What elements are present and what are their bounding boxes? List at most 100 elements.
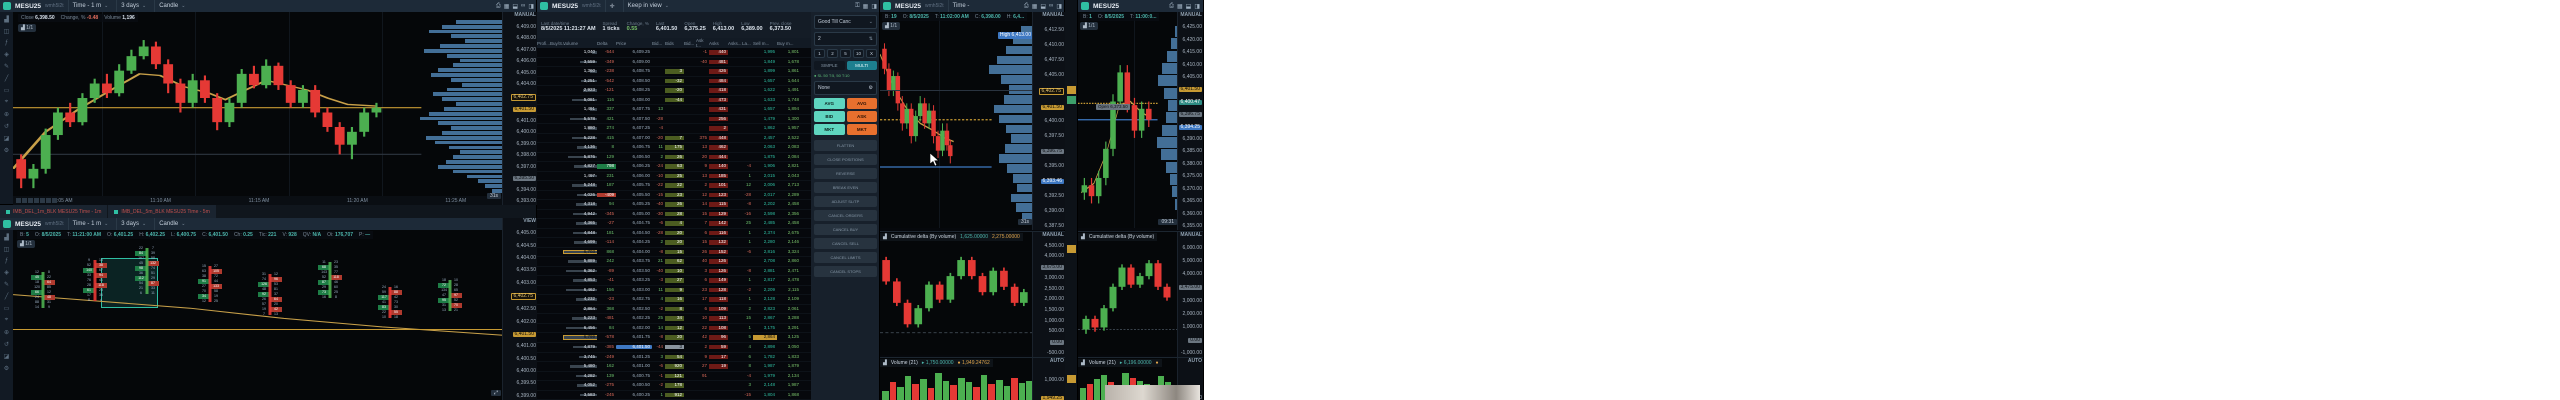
dom-row[interactable]: 4,026 -409 6,405.50 -15 23 12 123 -28 2,017 2,289: [537, 191, 817, 201]
save-icon[interactable]: ⬓: [1040, 3, 1047, 10]
flatten-button[interactable]: FLATTEN: [814, 140, 877, 151]
indicator-icon[interactable]: ƒ: [4, 258, 9, 264]
sell-avg-button[interactable]: AVG: [846, 98, 877, 109]
pencil-icon[interactable]: ✎: [3, 64, 10, 70]
panel-divider[interactable]: [1064, 0, 1079, 400]
dom-row[interactable]: 3,251 -542 6,408.50 -32 484 1,657 1,644: [537, 77, 817, 87]
sell-ask-button[interactable]: ASK: [846, 111, 877, 122]
layout-icon[interactable]: ▦: [1176, 3, 1183, 10]
quick-qty-button[interactable]: X: [866, 49, 877, 58]
chart1-scroll-handles[interactable]: [16, 198, 57, 203]
dom-row[interactable]: 5,876 129 6,406.50 2 26 20 444 1,875 2,084: [537, 153, 817, 163]
chart-type-icon[interactable]: ▟: [4, 235, 9, 241]
cancel-orders-button[interactable]: CANCEL ORDERS: [814, 210, 877, 221]
dom-row[interactable]: 6,362 -89 6,403.50 -40 10 3 126 -8 2,881 2,471: [537, 267, 817, 277]
rect-icon[interactable]: ▭: [3, 306, 10, 312]
chart3-symbol[interactable]: MESU25: [895, 2, 922, 10]
dom-row[interactable]: 6,456 84 6,402.00 14 12 22 108 1 3,175 3,291: [537, 324, 817, 334]
chart1-range-dropdown[interactable]: 3 days ⌄: [116, 0, 150, 12]
close-positions-button[interactable]: CLOSE POSITIONS: [814, 154, 877, 165]
chart3-plot[interactable]: B: 19 O: 8/5/2025 T: 11:02:00 AM C: 6,398.0…: [880, 12, 1035, 228]
chart4-delta-axis[interactable]: MANUAL 6,000.00 5,000.00 4,000.00 3,475.00 3,…: [1177, 232, 1203, 357]
tif-dropdown[interactable]: Good Till Canc ⌄: [814, 15, 877, 29]
sidebar-icon[interactable]: ◨: [528, 3, 534, 10]
chart-tab[interactable]: IMB_DEL_5m_BLK MESU25 Time - 5m: [108, 205, 216, 218]
crosshair-icon[interactable]: ⌖: [4, 317, 9, 323]
chart3-delta-pane[interactable]: ▟ Cumulative delta (By volume) 1,625.000…: [880, 232, 1035, 355]
cancel-limits-button[interactable]: CANCEL LIMITS: [814, 252, 877, 263]
chart4-symbol[interactable]: MESU25: [1093, 2, 1120, 10]
reverse-button[interactable]: REVERSE: [814, 168, 877, 179]
dom-ladder[interactable]: 1,040 -544 6,409.25 -1 440 1,995 1,801 3,559 -34…: [537, 48, 817, 400]
dom-row[interactable]: 6,703 868 6,404.00 -8 15 26 152 -6 2,816 3,324: [537, 248, 817, 258]
dom-row[interactable]: 4,318 94 6,405.25 -40 26 14 115 -8 2,202 2,458: [537, 200, 817, 210]
dom-row[interactable]: 1,491 337 6,407.75 13 431 1,657 1,894: [537, 105, 817, 115]
dom-row[interactable]: 5,228 415 6,407.00 -20 7 375 448 2,457 2,522: [537, 134, 817, 144]
chart2-symbol[interactable]: MESU25: [15, 220, 42, 228]
dom-row[interactable]: 4,848 181 6,404.50 -28 20 6 116 1 2,374 2,675: [537, 229, 817, 239]
buy-mkt-button[interactable]: MKT: [814, 124, 845, 135]
dom-row[interactable]: 3,745 -249 6,401.25 3 54 9 17 6 1,782 1,833: [537, 353, 817, 363]
magnet-icon[interactable]: ⊕: [3, 330, 10, 336]
dom-row[interactable]: 4,827 798 6,406.25 -24 63 9 140 -4 1,906 2,821: [537, 162, 817, 172]
dom-row[interactable]: 4,052 -275 6,400.50 -2 178 3 2,148 1,987: [537, 381, 817, 391]
dom-row[interactable]: 5,223 -481 6,402.25 25 34 10 113 15 2,867 3,288: [537, 314, 817, 324]
dom-row[interactable]: 1,040 -544 6,409.25 -1 440 1,995 1,801: [537, 48, 817, 58]
quick-qty-button[interactable]: 5: [840, 49, 851, 58]
crosshair-icon[interactable]: ⌖: [4, 99, 9, 105]
mode-multi[interactable]: MULTI: [846, 61, 877, 70]
components-icon[interactable]: ◫: [3, 29, 10, 35]
mode-simple[interactable]: SIMPLE: [814, 61, 845, 70]
undo-icon[interactable]: ↺: [3, 342, 10, 348]
chart1-style-dropdown[interactable]: Candle ⌄: [154, 0, 189, 12]
dom-row[interactable]: 5,889 242 6,403.75 21 62 40 126 2,708 2,860: [537, 257, 817, 267]
dom-row[interactable]: 3,559 -349 6,409.00 -40 481 1,849 1,678: [537, 58, 817, 68]
chart3-price-axis[interactable]: MANUAL 6,412.50 6,410.00 6,407.50 6,405.00 6,…: [1032, 12, 1065, 230]
layout-icon[interactable]: ▦: [862, 3, 869, 10]
undo-icon[interactable]: ↺: [3, 124, 10, 130]
chart2-plot[interactable]: B: 5 O: 8/5/2025 T: 11:21:00 AM O: 6,401.25…: [13, 230, 505, 400]
link-icon[interactable]: ∞: [521, 2, 526, 9]
save-icon[interactable]: ⬓: [1185, 3, 1192, 10]
magnet-icon[interactable]: ⊕: [3, 112, 10, 118]
chart3-pane-badge[interactable]: ▟ 1/1: [882, 22, 901, 30]
dom-row[interactable]: 5,578 421 6,407.50 -28 256 1,479 1,300: [537, 115, 817, 125]
chart1-timeframe-dropdown[interactable]: Time - 1 m ⌄: [67, 0, 113, 12]
chart1-pane-badge[interactable]: ▟ 1/1: [18, 24, 37, 32]
chart4-delta-pane[interactable]: ▟ Cumulative delta (By volume): [1078, 232, 1180, 355]
print-icon[interactable]: ⎙: [1023, 2, 1029, 9]
indicator-icon[interactable]: ƒ: [4, 40, 9, 46]
chart4-price-axis[interactable]: MANUAL 6,425.00 6,420.00 6,415.00 6,410.00 6,…: [1177, 12, 1203, 230]
chart2-pane-badge[interactable]: ▟ 1/1: [17, 240, 36, 248]
layout-icon[interactable]: ▦: [1031, 3, 1038, 10]
dom-row[interactable]: 4,879 -385 6,401.50 -44 3 2 59 4 2,898 3,050: [537, 343, 817, 353]
dom-row[interactable]: 4,136 8 6,406.75 11 175 13 462 2,063 2,083: [537, 143, 817, 153]
dom-row[interactable]: 2,923 -121 6,408.25 -20 418 1,622 1,491: [537, 86, 817, 96]
cancel-buy-button[interactable]: CANCEL BUY: [814, 224, 877, 235]
chart1-symbol[interactable]: MESU25: [15, 2, 42, 10]
pencil-icon[interactable]: ✎: [3, 282, 10, 288]
buy-bid-button[interactable]: BID: [814, 111, 845, 122]
chart2-range-dropdown[interactable]: 3 days ⌄: [116, 218, 150, 230]
chart3-volume-pane[interactable]: ▟ Volume (21) ▸ 1,750.00000 ● 1,949.2476…: [880, 358, 1035, 400]
dom-row[interactable]: 1,497 231 6,406.00 -10 25 13 185 1 2,015 2,043: [537, 172, 817, 182]
quick-qty-button[interactable]: 1: [814, 49, 825, 58]
eraser-icon[interactable]: ◪: [3, 354, 10, 360]
sell-mkt-button[interactable]: MKT: [846, 124, 877, 135]
break-even-button[interactable]: BREAK EVEN: [814, 182, 877, 193]
dom-row[interactable]: 4,942 -345 6,405.00 -30 28 15 129 -16 2,598 2,356: [537, 210, 817, 220]
dom-row[interactable]: 4,232 -23 6,402.75 4 16 17 118 1 2,128 2,109: [537, 295, 817, 305]
lock-icon[interactable]: ⚿: [855, 2, 860, 9]
dom-keep-in-view-dropdown[interactable]: Keep in view ⌄: [622, 0, 673, 12]
settings-icon[interactable]: ⚙: [3, 148, 10, 154]
dom-row[interactable]: 4,699 -114 6,404.25 2 20 15 132 1 2,280 2,146: [537, 238, 817, 248]
dom-row[interactable]: 4,365 -27 6,404.75 -6 4 7 142 25 2,485 2,458: [537, 219, 817, 229]
sidebar-icon[interactable]: ◨: [871, 3, 877, 10]
dom-row[interactable]: 6,462 156 6,403.00 11 9 23 128 -2 2,209 2,115: [537, 286, 817, 296]
chart3-delta-axis[interactable]: MANUAL 4,500.00 4,000.00 3,675.00 3,000.00 2,…: [1032, 232, 1065, 357]
dom-row[interactable]: 4,282 139 6,400.75 -1 121 91 -4 1,979 2,134: [537, 372, 817, 382]
chart1-time-axis[interactable]: 11:05 AM 11:10 AM 11:15 AM 11:20 AM 11:25 AM: [13, 196, 505, 205]
quick-qty-button[interactable]: 10: [853, 49, 864, 58]
chart4-pane-badge[interactable]: ▟ 1/1: [1080, 22, 1099, 30]
layout-icon[interactable]: ▦: [503, 3, 510, 10]
